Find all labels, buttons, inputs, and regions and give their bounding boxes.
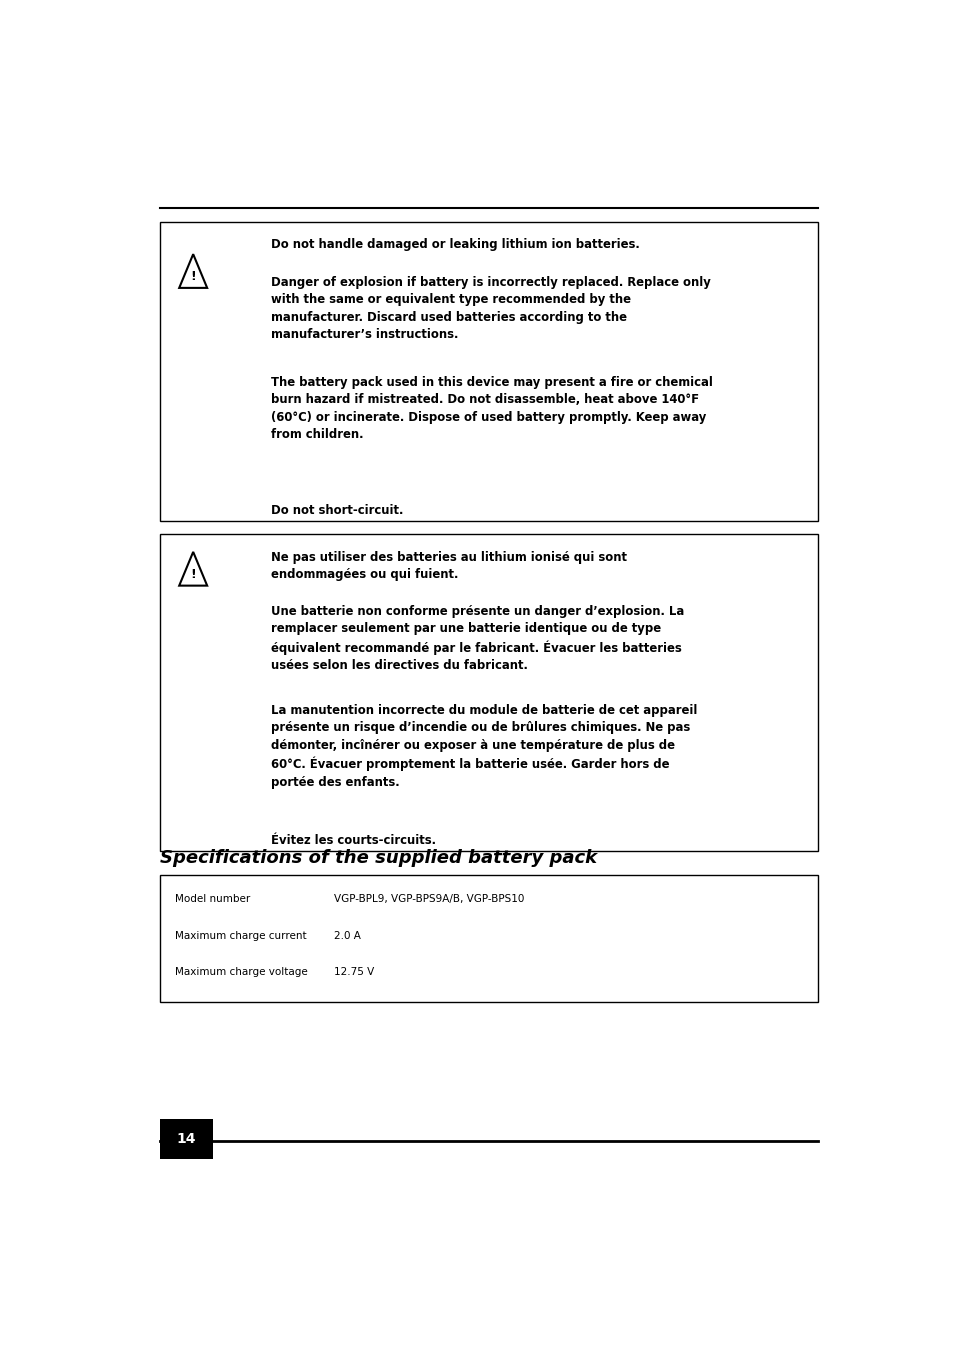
Text: Specifications of the supplied battery pack: Specifications of the supplied battery p…	[160, 849, 597, 867]
Text: !: !	[190, 270, 196, 283]
Text: La manutention incorrecte du module de batterie de cet appareil
présente un risq: La manutention incorrecte du module de b…	[271, 703, 697, 788]
Text: Do not handle damaged or leaking lithium ion batteries.: Do not handle damaged or leaking lithium…	[271, 238, 639, 251]
Text: Une batterie non conforme présente un danger d’explosion. La
remplacer seulement: Une batterie non conforme présente un da…	[271, 604, 683, 672]
Text: 14: 14	[176, 1132, 196, 1145]
Text: Maximum charge current: Maximum charge current	[174, 930, 306, 941]
FancyBboxPatch shape	[160, 534, 817, 852]
Text: !: !	[190, 568, 196, 581]
Text: 2.0 A: 2.0 A	[334, 930, 360, 941]
FancyBboxPatch shape	[160, 222, 817, 522]
Text: Do not short-circuit.: Do not short-circuit.	[271, 504, 403, 516]
FancyBboxPatch shape	[160, 875, 817, 1002]
Text: Danger of explosion if battery is incorrectly replaced. Replace only
with the sa: Danger of explosion if battery is incorr…	[271, 276, 710, 341]
Text: 12.75 V: 12.75 V	[334, 967, 374, 977]
Text: The battery pack used in this device may present a fire or chemical
burn hazard : The battery pack used in this device may…	[271, 376, 712, 441]
Text: Ne pas utiliser des batteries au lithium ionisé qui sont
endommagées ou qui fuie: Ne pas utiliser des batteries au lithium…	[271, 550, 626, 581]
Text: Maximum charge voltage: Maximum charge voltage	[174, 967, 307, 977]
FancyBboxPatch shape	[160, 1119, 213, 1159]
Text: Évitez les courts-circuits.: Évitez les courts-circuits.	[271, 834, 436, 846]
Text: Model number: Model number	[174, 894, 250, 904]
Text: VGP-BPL9, VGP-BPS9A/B, VGP-BPS10: VGP-BPL9, VGP-BPS9A/B, VGP-BPS10	[334, 894, 523, 904]
